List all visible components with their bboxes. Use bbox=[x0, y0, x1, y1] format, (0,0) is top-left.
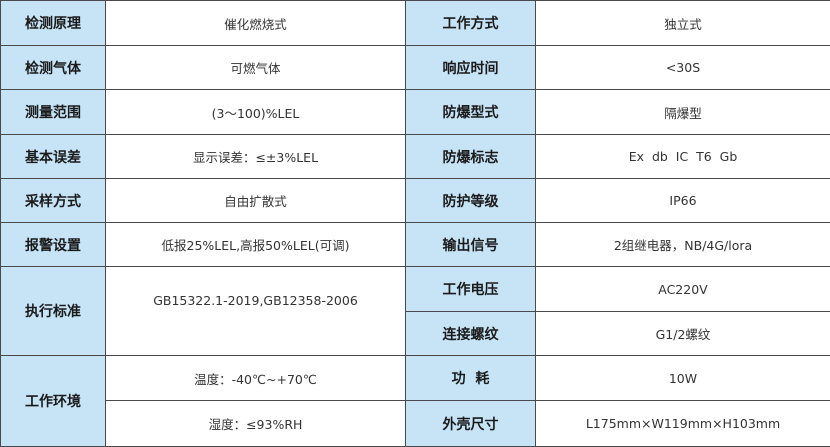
spec-value: 10W bbox=[536, 356, 830, 401]
spec-value: G1/2螺纹 bbox=[536, 312, 830, 356]
spec-value: 2组继电器，NB/4G/lora bbox=[536, 223, 830, 267]
spec-label: 响应时间 bbox=[406, 46, 536, 90]
spec-value: IP66 bbox=[536, 179, 830, 223]
spec-label: 基本误差 bbox=[1, 135, 106, 179]
table-row: 检测气体 可燃气体 响应时间 <30S bbox=[1, 46, 830, 90]
humidity-value: 湿度：≤93%RH bbox=[106, 401, 406, 447]
spec-value: (3～100)%LEL bbox=[106, 90, 406, 135]
spec-label: 测量范围 bbox=[1, 90, 106, 135]
table-row: 工作环境 温度：-40℃~+70℃ 功 耗 10W bbox=[1, 356, 830, 401]
spec-label: 工作方式 bbox=[406, 1, 536, 46]
spec-label: 检测气体 bbox=[1, 46, 106, 90]
table-row: 检测原理 催化燃烧式 工作方式 独立式 bbox=[1, 1, 830, 46]
spec-value: Ex db IC T6 Gb bbox=[536, 135, 830, 179]
table-row: 湿度：≤93%RH 外壳尺寸 L175mm×W119mm×H103mm bbox=[1, 401, 830, 447]
spec-label: 报警设置 bbox=[1, 223, 106, 267]
spec-label: 输出信号 bbox=[406, 223, 536, 267]
spec-value: 催化燃烧式 bbox=[106, 1, 406, 46]
spec-label: 防爆型式 bbox=[406, 90, 536, 135]
table-row: 执行标准 GB15322.1-2019,GB12358-2006 工作电压 AC… bbox=[1, 267, 830, 312]
spec-label: 连接螺纹 bbox=[406, 312, 536, 356]
spec-label: 防护等级 bbox=[406, 179, 536, 223]
temperature-value: 温度：-40℃~+70℃ bbox=[106, 356, 406, 401]
spec-value: 显示误差：≤±3%LEL bbox=[106, 135, 406, 179]
spec-label: 防爆标志 bbox=[406, 135, 536, 179]
spec-value: 独立式 bbox=[536, 1, 830, 46]
standard-value: GB15322.1-2019,GB12358-2006 bbox=[106, 267, 406, 356]
table-row: 采样方式 自由扩散式 防护等级 IP66 bbox=[1, 179, 830, 223]
spec-label: 检测原理 bbox=[1, 1, 106, 46]
spec-value: 低报25%LEL,高报50%LEL(可调) bbox=[106, 223, 406, 267]
standard-label: 执行标准 bbox=[1, 267, 106, 356]
spec-value: L175mm×W119mm×H103mm bbox=[536, 401, 830, 447]
spec-value: 可燃气体 bbox=[106, 46, 406, 90]
table-row: 基本误差 显示误差：≤±3%LEL 防爆标志 Ex db IC T6 Gb bbox=[1, 135, 830, 179]
spec-label: 外壳尺寸 bbox=[406, 401, 536, 447]
table-row: 测量范围 (3～100)%LEL 防爆型式 隔爆型 bbox=[1, 90, 830, 135]
spec-value: 自由扩散式 bbox=[106, 179, 406, 223]
environment-label: 工作环境 bbox=[1, 356, 106, 447]
spec-label: 采样方式 bbox=[1, 179, 106, 223]
spec-label: 功 耗 bbox=[406, 356, 536, 401]
table-row: 报警设置 低报25%LEL,高报50%LEL(可调) 输出信号 2组继电器，NB… bbox=[1, 223, 830, 267]
spec-value: <30S bbox=[536, 46, 830, 90]
spec-value: AC220V bbox=[536, 267, 830, 312]
spec-value: 隔爆型 bbox=[536, 90, 830, 135]
spec-label: 工作电压 bbox=[406, 267, 536, 312]
